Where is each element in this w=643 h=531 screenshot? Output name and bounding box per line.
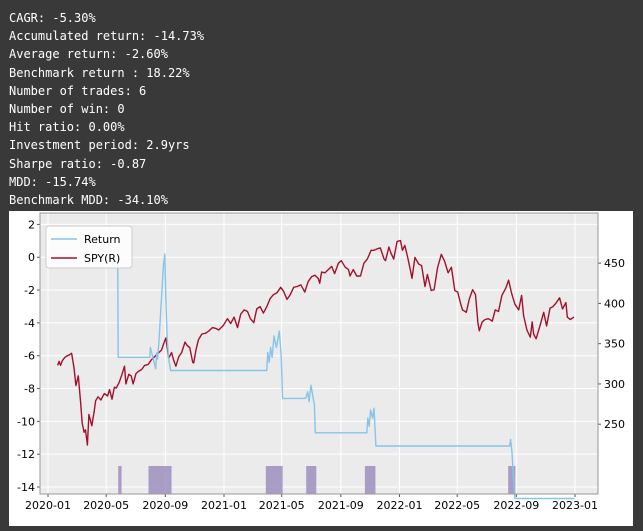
y-left-tick-label: 2 [28, 218, 35, 231]
y-left-tick-label: -8 [24, 383, 35, 396]
plot-area [40, 213, 598, 494]
y-left-tick-label: -4 [24, 317, 35, 330]
y-left-tick-label: -10 [17, 415, 35, 428]
y-right-tick-label: 350 [604, 338, 625, 351]
stat-number-of-trades: Number of trades: 6 [9, 83, 147, 98]
x-tick-label: 2020-09 [142, 499, 188, 512]
trade-period-shade [265, 466, 283, 494]
trade-period-shade [508, 466, 516, 494]
x-tick-label: 2020-01 [25, 499, 71, 512]
y-right-tick-label: 450 [604, 257, 625, 270]
stats-panel: CAGR: -5.30% Accumulated return: -14.73% A… [9, 9, 204, 209]
x-tick-label: 2022-01 [377, 499, 423, 512]
stat-number-of-win: Number of win: 0 [9, 101, 125, 116]
x-tick-label: 2022-09 [493, 499, 539, 512]
y-left-tick-label: -6 [24, 350, 35, 363]
stat-accumulated-return: Accumulated return: -14.73% [9, 29, 205, 44]
x-axis: 2020-01 2020-05 2020-09 2021-01 2021-05 2021-… [25, 494, 598, 512]
stat-cagr: CAGR: -5.30% [9, 11, 96, 25]
spy-line [56, 239, 575, 446]
trade-period-shade [118, 466, 122, 494]
y-left-tick-label: -14 [17, 481, 35, 494]
trade-period-shade [306, 466, 317, 494]
chart-panel: 2020-01 2020-05 2020-09 2021-01 2021-05 2021-… [9, 211, 633, 526]
stat-hit-ratio: Hit ratio: 0.00% [9, 120, 125, 135]
y-left-tick-label: -2 [24, 284, 35, 297]
return-line [117, 253, 575, 500]
legend-spy-label: SPY(R) [84, 252, 120, 265]
stat-benchmark-return: Benchmark return : 18.22% [9, 65, 190, 80]
legend-return-label: Return [84, 233, 121, 246]
legend: Return SPY(R) [45, 225, 133, 269]
series-lines [56, 239, 575, 500]
stat-mdd: MDD: -15.74% [9, 174, 96, 189]
stat-benchmark-mdd: Benchmark MDD: -34.10% [9, 192, 168, 207]
y-left-tick-label: 0 [28, 251, 35, 264]
y-left-tick-label: -12 [17, 448, 35, 461]
stat-average-return: Average return: -2.60% [9, 47, 168, 62]
y-right-tick-label: 400 [604, 297, 625, 310]
left-y-axis: 2 0 -2 -4 -6 -8 -10 -12 -14 [17, 218, 40, 494]
x-tick-label: 2023-01 [552, 499, 598, 512]
y-right-tick-label: 250 [604, 418, 625, 431]
x-tick-label: 2021-01 [201, 499, 247, 512]
x-tick-label: 2021-09 [318, 499, 364, 512]
y-right-tick-label: 300 [604, 378, 625, 391]
return-vs-spy-chart: 2020-01 2020-05 2020-09 2021-01 2021-05 2021-… [17, 212, 625, 512]
right-y-axis: 450 400 350 300 250 [598, 257, 625, 431]
stat-investment-period: Investment period: 2.9yrs [9, 138, 190, 153]
plot-frame [39, 212, 599, 495]
x-tick-label: 2022-05 [434, 499, 480, 512]
trade-period-shade [148, 466, 172, 494]
x-tick-label: 2021-05 [259, 499, 305, 512]
trade-period-shade [364, 466, 376, 494]
x-tick-label: 2020-05 [83, 499, 129, 512]
stat-sharpe-ratio: Sharpe ratio: -0.87 [9, 156, 147, 171]
shaded-periods [118, 466, 516, 494]
